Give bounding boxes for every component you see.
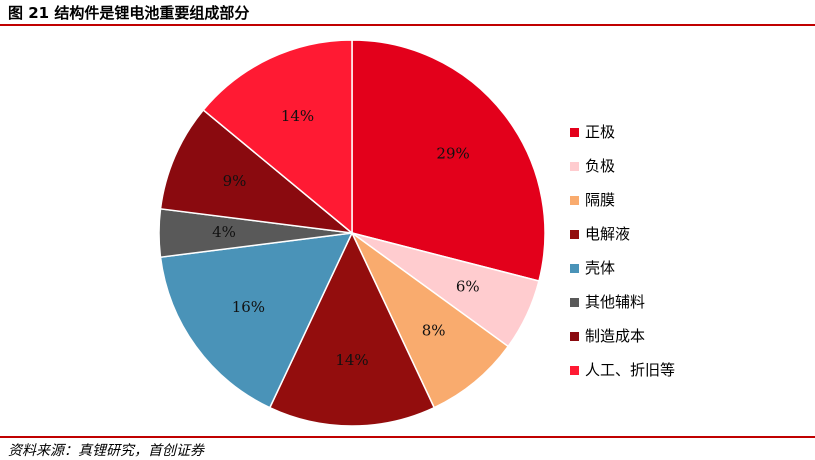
slice-value-label: 29%	[436, 145, 469, 163]
legend-label: 壳体	[585, 259, 616, 277]
legend-item: 人工、折旧等	[570, 360, 680, 394]
legend-item: 制造成本	[570, 326, 680, 360]
legend-swatch	[570, 298, 579, 307]
pie-slice-3	[351, 232, 510, 409]
legend-swatch	[570, 332, 579, 341]
legend-swatch	[570, 196, 579, 205]
legend-item: 正极	[570, 122, 680, 156]
pie-slice-1	[351, 39, 546, 282]
source-rule	[0, 436, 815, 438]
legend-item: 其他辅料	[570, 292, 680, 326]
legend-swatch	[570, 128, 579, 137]
pie-slice-7	[159, 108, 355, 235]
pie-slice-8	[202, 39, 353, 235]
source-note: 资料来源：真锂研究，首创证券	[8, 443, 204, 459]
slice-value-label: 4%	[212, 223, 236, 241]
legend-swatch	[570, 366, 579, 375]
pie-chart: 29% 6% 8% 14% 16% 4% 9% 14%	[158, 39, 546, 427]
legend-label: 正极	[585, 123, 616, 141]
slice-value-label: 6%	[456, 278, 480, 296]
legend-swatch	[570, 162, 579, 171]
slice-value-label: 9%	[223, 172, 247, 190]
slice-value-label: 14%	[335, 351, 368, 369]
legend-swatch	[570, 230, 579, 239]
legend-item: 壳体	[570, 258, 680, 292]
slice-value-label: 16%	[232, 298, 265, 316]
legend-label: 隔膜	[585, 191, 616, 209]
legend-label: 其他辅料	[585, 293, 646, 311]
title-rule	[0, 24, 815, 26]
legend-label: 制造成本	[585, 327, 646, 345]
pie-slice-5	[159, 232, 354, 409]
slice-value-label: 14%	[281, 107, 314, 125]
figure-title: 图 21 结构件是锂电池重要组成部分	[8, 4, 250, 22]
legend-swatch	[570, 264, 579, 273]
legend-label: 负极	[585, 157, 616, 175]
legend-item: 负极	[570, 156, 680, 190]
pie-slice-4	[268, 231, 436, 427]
legend-item: 隔膜	[570, 190, 680, 224]
legend-item: 电解液	[570, 224, 680, 258]
legend-label: 电解液	[585, 225, 631, 243]
legend-label: 人工、折旧等	[585, 361, 676, 379]
chart-legend: 正极负极隔膜电解液壳体其他辅料制造成本人工、折旧等	[570, 122, 680, 394]
slice-value-label: 8%	[422, 322, 446, 340]
